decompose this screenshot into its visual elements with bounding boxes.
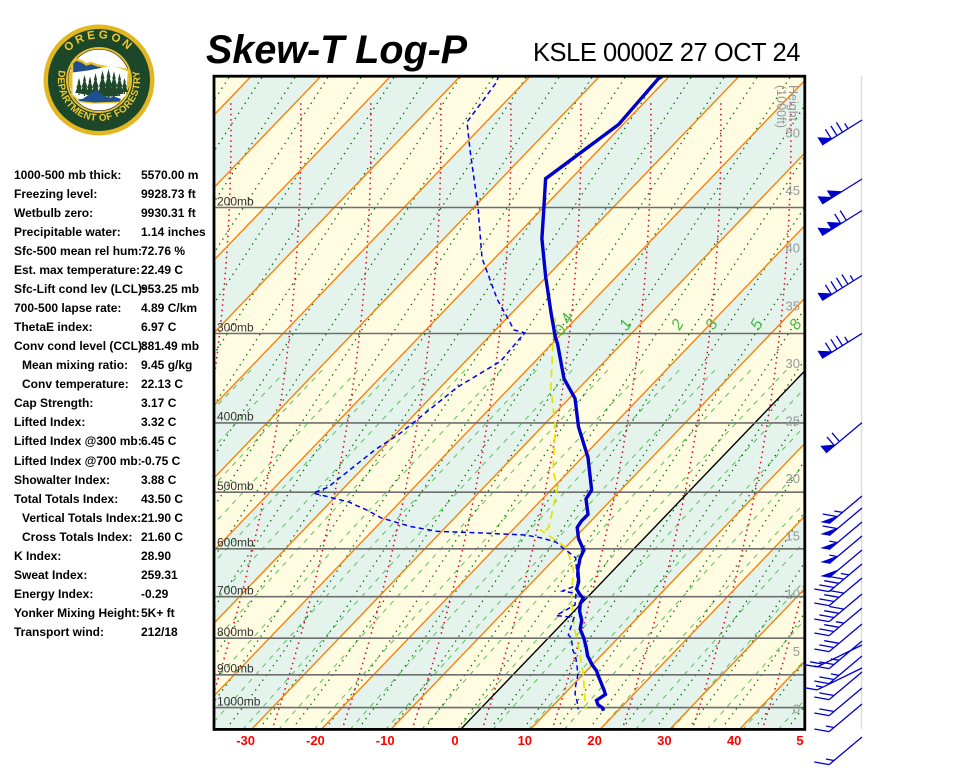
svg-text:700mb: 700mb xyxy=(217,584,254,598)
svg-text:-30: -30 xyxy=(236,733,255,748)
svg-text:1000mb: 1000mb xyxy=(217,694,261,708)
svg-text:30: 30 xyxy=(786,356,800,371)
svg-text:20: 20 xyxy=(786,471,800,486)
svg-text:45: 45 xyxy=(786,183,800,198)
svg-text:10: 10 xyxy=(786,586,800,601)
svg-text:10: 10 xyxy=(518,733,532,748)
svg-text:0: 0 xyxy=(793,702,800,717)
svg-text:50: 50 xyxy=(786,126,800,141)
svg-text:20: 20 xyxy=(587,733,601,748)
svg-text:500mb: 500mb xyxy=(217,479,254,493)
svg-text:300mb: 300mb xyxy=(217,320,254,334)
svg-text:400mb: 400mb xyxy=(217,410,254,424)
svg-text:35: 35 xyxy=(786,298,800,313)
svg-text:(1000ft): (1000ft) xyxy=(774,85,788,128)
svg-text:40: 40 xyxy=(786,241,800,256)
svg-text:5: 5 xyxy=(793,644,800,659)
svg-text:30: 30 xyxy=(657,733,671,748)
svg-text:Height: Height xyxy=(786,85,800,122)
svg-text:200mb: 200mb xyxy=(217,194,254,208)
svg-text:900mb: 900mb xyxy=(217,662,254,676)
svg-text:0: 0 xyxy=(451,733,458,748)
svg-text:800mb: 800mb xyxy=(217,625,254,639)
svg-text:15: 15 xyxy=(786,529,800,544)
svg-text:25: 25 xyxy=(786,414,800,429)
svg-text:600mb: 600mb xyxy=(217,536,254,550)
svg-text:5: 5 xyxy=(796,733,803,748)
svg-text:-10: -10 xyxy=(376,733,395,748)
svg-text:40: 40 xyxy=(727,733,741,748)
svg-text:-20: -20 xyxy=(306,733,325,748)
